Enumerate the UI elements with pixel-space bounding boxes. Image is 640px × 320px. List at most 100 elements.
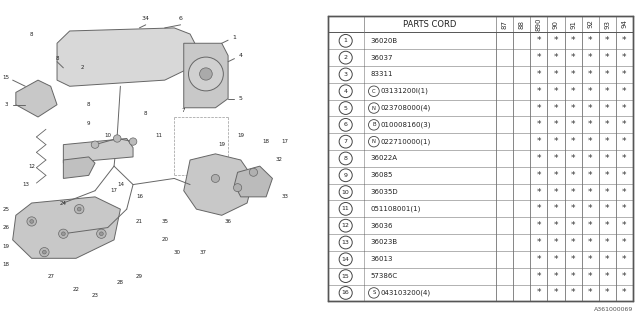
Text: S: S [372, 291, 376, 295]
Text: *: * [622, 188, 627, 196]
Text: *: * [571, 272, 575, 281]
Text: *: * [588, 188, 593, 196]
Text: *: * [554, 272, 558, 281]
Circle shape [97, 229, 106, 238]
Text: 2: 2 [81, 65, 84, 70]
Circle shape [27, 217, 36, 226]
Text: 29: 29 [136, 274, 143, 279]
Text: 16: 16 [342, 291, 349, 295]
Text: 890: 890 [536, 17, 542, 31]
Text: *: * [588, 154, 593, 163]
Text: C: C [372, 89, 376, 94]
Text: 8: 8 [87, 102, 90, 107]
Text: 6: 6 [344, 122, 348, 127]
Text: *: * [536, 104, 541, 113]
Text: 90: 90 [553, 20, 559, 28]
Text: *: * [605, 171, 609, 180]
Text: 30: 30 [174, 250, 181, 255]
Text: 8: 8 [344, 156, 348, 161]
Polygon shape [184, 154, 253, 215]
Text: *: * [536, 120, 541, 129]
Text: B: B [372, 122, 376, 127]
Text: 24: 24 [60, 201, 67, 205]
Circle shape [92, 141, 99, 148]
Text: *: * [622, 104, 627, 113]
Text: 36: 36 [225, 219, 232, 224]
Text: *: * [571, 154, 575, 163]
Polygon shape [234, 166, 273, 197]
Circle shape [234, 184, 242, 192]
Text: *: * [571, 238, 575, 247]
Text: 3: 3 [344, 72, 348, 77]
Text: *: * [588, 53, 593, 62]
Text: *: * [571, 204, 575, 213]
Text: 36013: 36013 [370, 256, 392, 262]
Text: *: * [554, 87, 558, 96]
Circle shape [129, 138, 137, 145]
Text: *: * [571, 87, 575, 96]
Text: 15: 15 [342, 274, 349, 279]
Text: 12: 12 [342, 223, 349, 228]
Text: *: * [622, 87, 627, 96]
Text: *: * [536, 272, 541, 281]
Text: 17: 17 [282, 139, 289, 144]
Text: N: N [372, 139, 376, 144]
Text: *: * [588, 255, 593, 264]
Text: *: * [622, 221, 627, 230]
Text: 4: 4 [239, 53, 243, 58]
Circle shape [74, 204, 84, 214]
Circle shape [30, 220, 33, 223]
Text: *: * [536, 53, 541, 62]
Text: 051108001(1): 051108001(1) [370, 206, 420, 212]
Text: N: N [372, 106, 376, 110]
Text: *: * [622, 120, 627, 129]
Text: *: * [588, 204, 593, 213]
Text: *: * [536, 36, 541, 45]
Text: 83311: 83311 [370, 71, 392, 77]
Circle shape [200, 68, 212, 80]
Text: *: * [588, 288, 593, 297]
Text: 32: 32 [275, 157, 282, 163]
Text: *: * [536, 255, 541, 264]
Text: *: * [571, 137, 575, 146]
Text: *: * [622, 70, 627, 79]
Text: 4: 4 [344, 89, 348, 94]
Circle shape [77, 207, 81, 211]
Text: *: * [622, 36, 627, 45]
Text: 17: 17 [111, 188, 118, 193]
Text: 1: 1 [232, 35, 236, 40]
Text: *: * [605, 120, 609, 129]
Text: 26: 26 [3, 225, 10, 230]
Text: 8: 8 [144, 111, 147, 116]
Text: 9: 9 [344, 173, 348, 178]
Text: 15: 15 [3, 75, 10, 80]
Text: 13: 13 [342, 240, 349, 245]
Text: *: * [622, 204, 627, 213]
Text: *: * [605, 104, 609, 113]
Text: 22: 22 [72, 286, 79, 292]
Text: 36037: 36037 [370, 55, 392, 60]
Text: 94: 94 [621, 20, 627, 28]
Text: 7: 7 [344, 139, 348, 144]
Text: 8: 8 [55, 56, 59, 61]
Text: 36085: 36085 [370, 172, 392, 178]
Circle shape [40, 248, 49, 257]
Text: 19: 19 [3, 244, 10, 249]
Text: 18: 18 [3, 262, 10, 267]
Polygon shape [63, 157, 95, 179]
Text: *: * [554, 154, 558, 163]
Text: 20: 20 [161, 237, 168, 242]
Text: *: * [588, 36, 593, 45]
Circle shape [189, 57, 223, 91]
Text: *: * [571, 171, 575, 180]
Text: *: * [571, 36, 575, 45]
Text: 57386C: 57386C [370, 273, 397, 279]
Text: 5: 5 [344, 106, 348, 110]
Text: 23: 23 [92, 293, 99, 298]
Text: *: * [605, 70, 609, 79]
Text: *: * [605, 87, 609, 96]
Text: *: * [571, 255, 575, 264]
Text: *: * [588, 70, 593, 79]
Text: 93: 93 [604, 20, 611, 28]
Text: 37: 37 [199, 250, 206, 255]
